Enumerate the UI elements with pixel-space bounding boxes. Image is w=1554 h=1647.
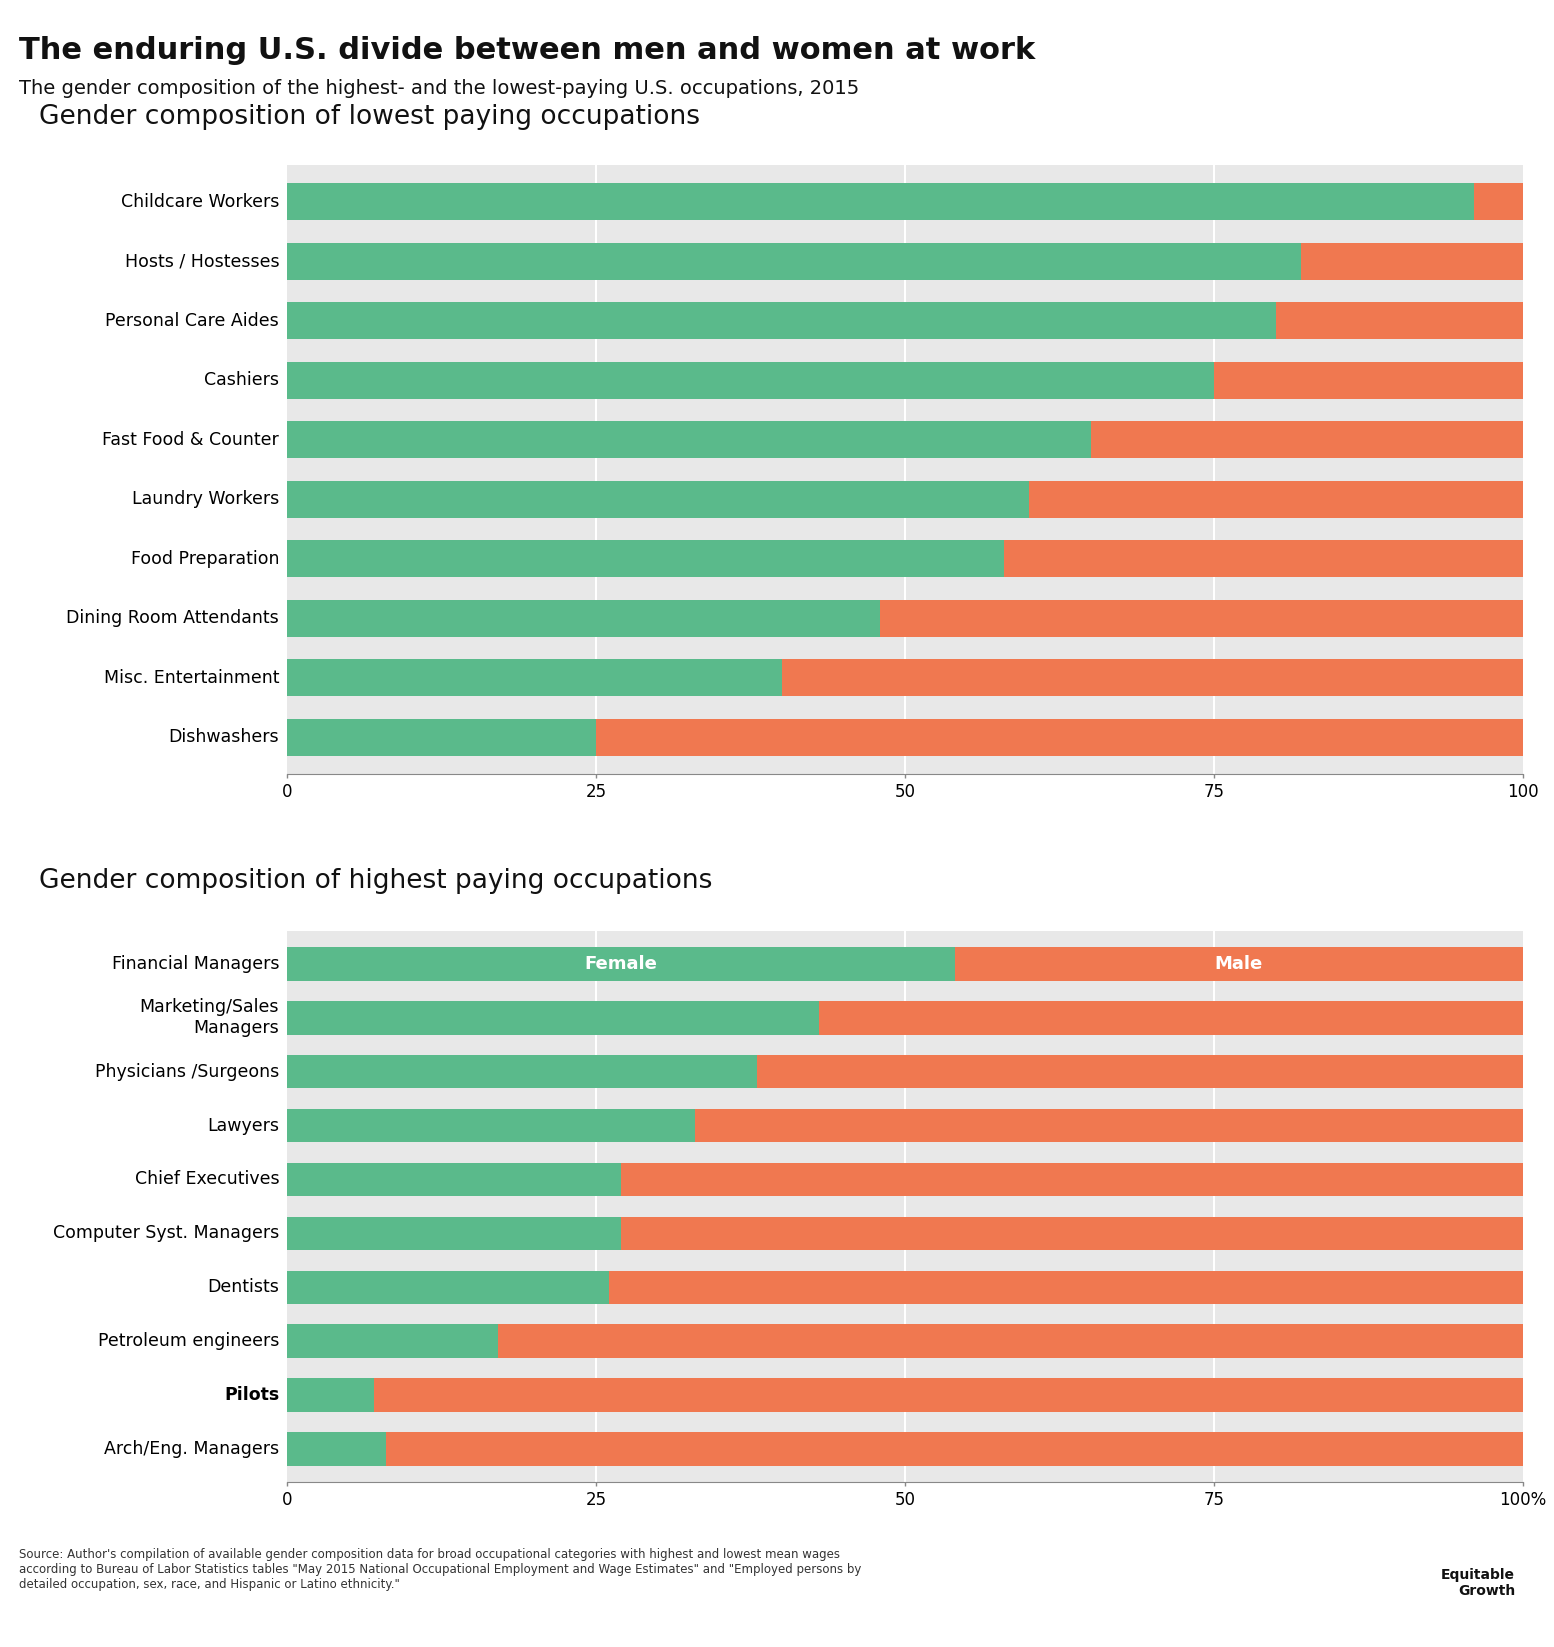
Bar (287, 1433, 387, 1466)
Bar (609, 1270, 1523, 1304)
Bar (287, 1379, 375, 1411)
Bar (1004, 540, 1523, 576)
Text: The enduring U.S. divide between men and women at work: The enduring U.S. divide between men and… (19, 36, 1035, 66)
Bar (1214, 362, 1523, 399)
Bar (287, 1108, 695, 1143)
Bar (597, 718, 1523, 756)
Bar (287, 242, 1301, 280)
Bar (287, 481, 1029, 517)
Bar (1091, 422, 1523, 458)
Text: The gender composition of the highest- and the lowest-paying U.S. occupations, 2: The gender composition of the highest- a… (19, 79, 859, 99)
Bar (954, 947, 1523, 980)
Bar (881, 600, 1523, 637)
Text: Equitable
Growth: Equitable Growth (1441, 1568, 1515, 1598)
Bar (287, 540, 1004, 576)
Bar (622, 1217, 1523, 1250)
Bar (287, 362, 1214, 399)
Bar (782, 659, 1523, 697)
Bar (287, 1217, 622, 1250)
Bar (375, 1379, 1523, 1411)
Bar (757, 1056, 1523, 1089)
Text: Male: Male (1215, 955, 1263, 973)
Bar (287, 947, 954, 980)
Bar (287, 1324, 497, 1357)
Text: Gender composition of lowest paying occupations: Gender composition of lowest paying occu… (39, 104, 699, 130)
Bar (287, 1056, 757, 1089)
Bar (287, 422, 1091, 458)
Bar (287, 1163, 622, 1196)
Bar (497, 1324, 1523, 1357)
Text: Source: Author's compilation of available gender composition data for broad occu: Source: Author's compilation of availabl… (19, 1548, 861, 1591)
Bar (287, 718, 597, 756)
Bar (695, 1108, 1523, 1143)
Bar (387, 1433, 1523, 1466)
Text: Gender composition of highest paying occupations: Gender composition of highest paying occ… (39, 868, 712, 894)
Bar (287, 183, 1473, 221)
Text: Female: Female (584, 955, 657, 973)
Bar (1029, 481, 1523, 517)
Bar (287, 659, 782, 697)
Bar (1301, 242, 1523, 280)
Bar (287, 1270, 609, 1304)
Bar (1473, 183, 1523, 221)
Bar (287, 1001, 819, 1034)
Bar (1276, 301, 1523, 339)
Bar (819, 1001, 1523, 1034)
Bar (622, 1163, 1523, 1196)
Bar (287, 301, 1276, 339)
Bar (287, 600, 881, 637)
